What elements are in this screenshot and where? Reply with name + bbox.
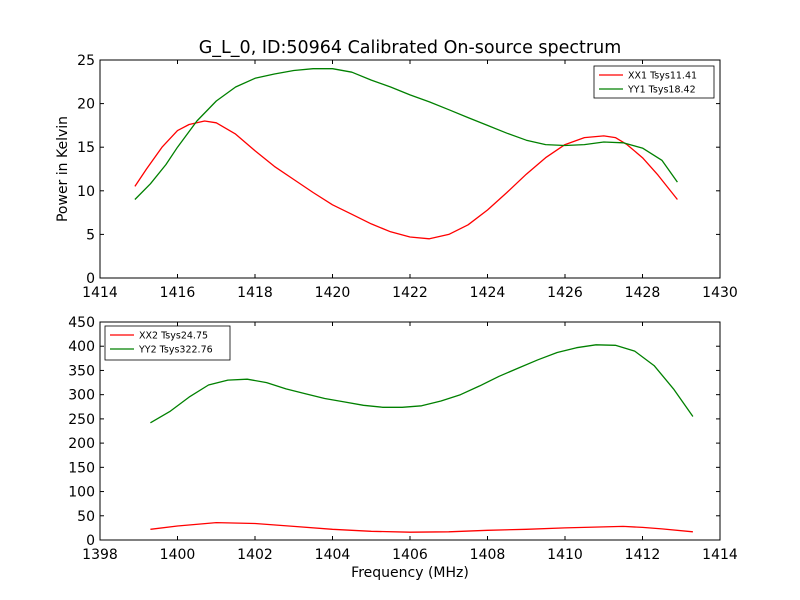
y-tick-label-0-1: 5: [86, 227, 95, 243]
y-tick-label-1-2: 100: [68, 485, 95, 501]
x-tick-label-0-3: 1420: [315, 285, 351, 301]
x-tick-label-0-1: 1416: [160, 285, 196, 301]
y-tick-label-0-5: 25: [77, 53, 95, 69]
y-tick-label-1-8: 400: [68, 339, 95, 355]
x-tick-label-1-0: 1398: [82, 547, 118, 563]
y-tick-label-1-4: 200: [68, 436, 95, 452]
x-tick-label-0-4: 1422: [392, 285, 428, 301]
legend-label-0-1: YY1 Tsys18.42: [627, 85, 696, 96]
x-tick-label-1-2: 1402: [237, 547, 273, 563]
y-axis-label-0: Power in Kelvin: [55, 116, 71, 222]
top-panel: 1414 1416 1418 1420 1422 1424 1426 1428 1430 0 5 10…: [55, 53, 738, 301]
y-tick-label-1-9: 450: [68, 315, 95, 331]
bottom-panel: 1398 1400 1402 1404 1406 1408 1410 1412 1414 0 50 1…: [68, 315, 738, 563]
legend-label-1-1: YY2 Tsys322.76: [138, 345, 213, 356]
x-tick-label-1-7: 1412: [625, 547, 661, 563]
x-tick-label-1-5: 1408: [470, 547, 506, 563]
x-axis-label: Frequency (MHz): [351, 565, 469, 581]
x-tick-label-0-7: 1428: [625, 285, 661, 301]
y-tick-label-0-0: 0: [86, 271, 95, 287]
x-tick-label-1-6: 1410: [547, 547, 583, 563]
x-tick-label-0-5: 1424: [470, 285, 506, 301]
x-tick-label-1-4: 1406: [392, 547, 428, 563]
x-tick-label-1-8: 1414: [702, 547, 738, 563]
series-line-1-0: [150, 521, 693, 533]
legend-label-1-0: XX2 Tsys24.75: [139, 331, 208, 342]
y-tick-label-1-6: 300: [68, 388, 95, 404]
x-tick-label-0-6: 1426: [547, 285, 583, 301]
y-tick-label-1-5: 250: [68, 412, 95, 428]
y-tick-label-0-2: 10: [77, 184, 95, 200]
y-tick-label-0-3: 15: [77, 140, 95, 156]
legend-label-0-0: XX1 Tsys11.41: [628, 71, 697, 82]
x-tick-label-0-0: 1414: [82, 285, 118, 301]
y-tick-label-0-4: 20: [77, 97, 95, 113]
x-tick-label-0-2: 1418: [237, 285, 273, 301]
legend-box-0: [593, 65, 715, 99]
figure-title: G_L_0, ID:50964 Calibrated On-source spe…: [199, 38, 622, 58]
series-line-0-1: [134, 68, 678, 200]
x-tick-label-0-8: 1430: [702, 285, 738, 301]
y-tick-label-1-3: 150: [68, 460, 95, 476]
y-tick-label-1-0: 0: [86, 533, 95, 549]
series-line-0-0: [134, 120, 678, 240]
x-tick-label-1-1: 1400: [160, 547, 196, 563]
y-tick-label-1-7: 350: [68, 363, 95, 379]
series-line-1-1: [150, 344, 694, 424]
y-tick-label-1-1: 50: [77, 509, 95, 525]
x-tick-label-1-3: 1404: [315, 547, 351, 563]
legend-box-1: [104, 325, 231, 361]
